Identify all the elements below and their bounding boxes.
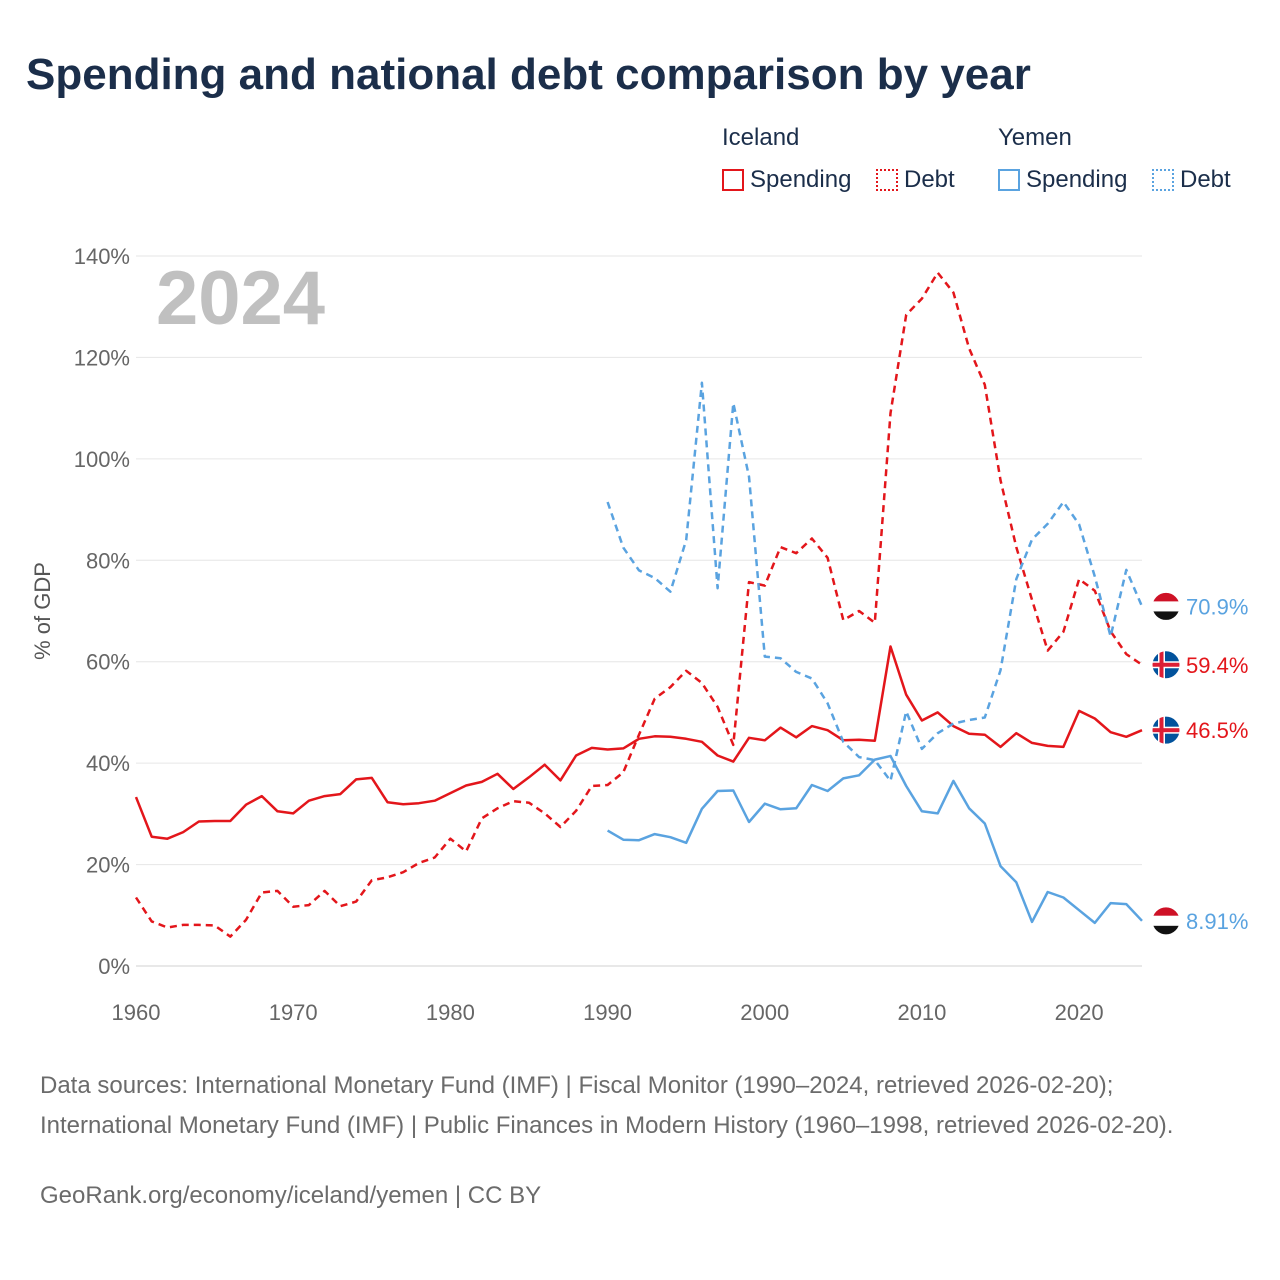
series-line-yemen-debt[interactable] xyxy=(606,381,1144,783)
legend-label: Spending xyxy=(750,166,852,193)
legend-label: Spending xyxy=(1026,166,1128,193)
series-line-yemen-spending[interactable] xyxy=(606,754,1143,925)
chart-title: Spending and national debt comparison by… xyxy=(26,50,1031,99)
legend-group-name-yemen: Yemen xyxy=(998,124,1072,151)
legend-item-iceland-spending[interactable]: Spending xyxy=(722,166,851,194)
y-tick-label: 140% xyxy=(74,244,130,269)
iceland-flag-icon xyxy=(1151,650,1181,680)
y-tick-label: 60% xyxy=(86,650,130,675)
x-tick-label: 2000 xyxy=(740,1000,789,1025)
end-value-label: 8.91% xyxy=(1186,909,1248,934)
data-sources: Data sources: International Monetary Fun… xyxy=(40,1072,1174,1139)
y-tick-label: 0% xyxy=(98,954,130,979)
y-axis-label: % of GDP xyxy=(30,562,55,660)
legend-label: Debt xyxy=(1180,166,1231,193)
series-line-iceland-debt[interactable] xyxy=(134,271,1143,938)
y-tick-label: 80% xyxy=(86,548,130,573)
legend-item-yemen-spending[interactable]: Spending xyxy=(998,166,1127,194)
x-tick-label: 2010 xyxy=(897,1000,946,1025)
end-value-label: 46.5% xyxy=(1186,718,1248,743)
legend-swatch-dotted-icon xyxy=(876,169,898,191)
y-tick-label: 100% xyxy=(74,447,130,472)
legend-yemen: Yemen Spending Debt xyxy=(998,124,1258,204)
series-line-iceland-spending[interactable] xyxy=(134,645,1143,840)
credit-link[interactable]: GeoRank.org/economy/iceland/yemen | CC B… xyxy=(40,1182,542,1209)
legend-label: Debt xyxy=(904,166,955,193)
x-tick-label: 1960 xyxy=(112,1000,161,1025)
yemen-flag-icon xyxy=(1151,906,1181,936)
y-tick-label: 120% xyxy=(74,345,130,370)
legend-item-yemen-debt[interactable]: Debt xyxy=(1152,166,1231,194)
legend-swatch-solid-icon xyxy=(998,169,1020,191)
iceland-flag-icon xyxy=(1151,715,1181,745)
line-chart: 2024 0% 20% 40% 60% 80% 100% 120% 140% 1960 1970 1… xyxy=(30,244,1248,1025)
y-tick-label: 40% xyxy=(86,751,130,776)
year-watermark: 2024 xyxy=(156,256,325,341)
x-tick-label: 1980 xyxy=(426,1000,475,1025)
y-tick-label: 20% xyxy=(86,853,130,878)
legend-swatch-dotted-icon xyxy=(1152,169,1174,191)
legend-swatch-solid-icon xyxy=(722,169,744,191)
yemen-flag-icon xyxy=(1151,591,1181,621)
legend-item-iceland-debt[interactable]: Debt xyxy=(876,166,955,194)
legend-iceland: Iceland Spending Debt xyxy=(722,124,982,204)
x-tick-label: 1990 xyxy=(583,1000,632,1025)
end-value-label: 70.9% xyxy=(1186,594,1248,619)
x-tick-label: 1970 xyxy=(269,1000,318,1025)
end-value-label: 59.4% xyxy=(1186,653,1248,678)
legend-group-name-iceland: Iceland xyxy=(722,124,800,151)
x-tick-label: 2020 xyxy=(1055,1000,1104,1025)
